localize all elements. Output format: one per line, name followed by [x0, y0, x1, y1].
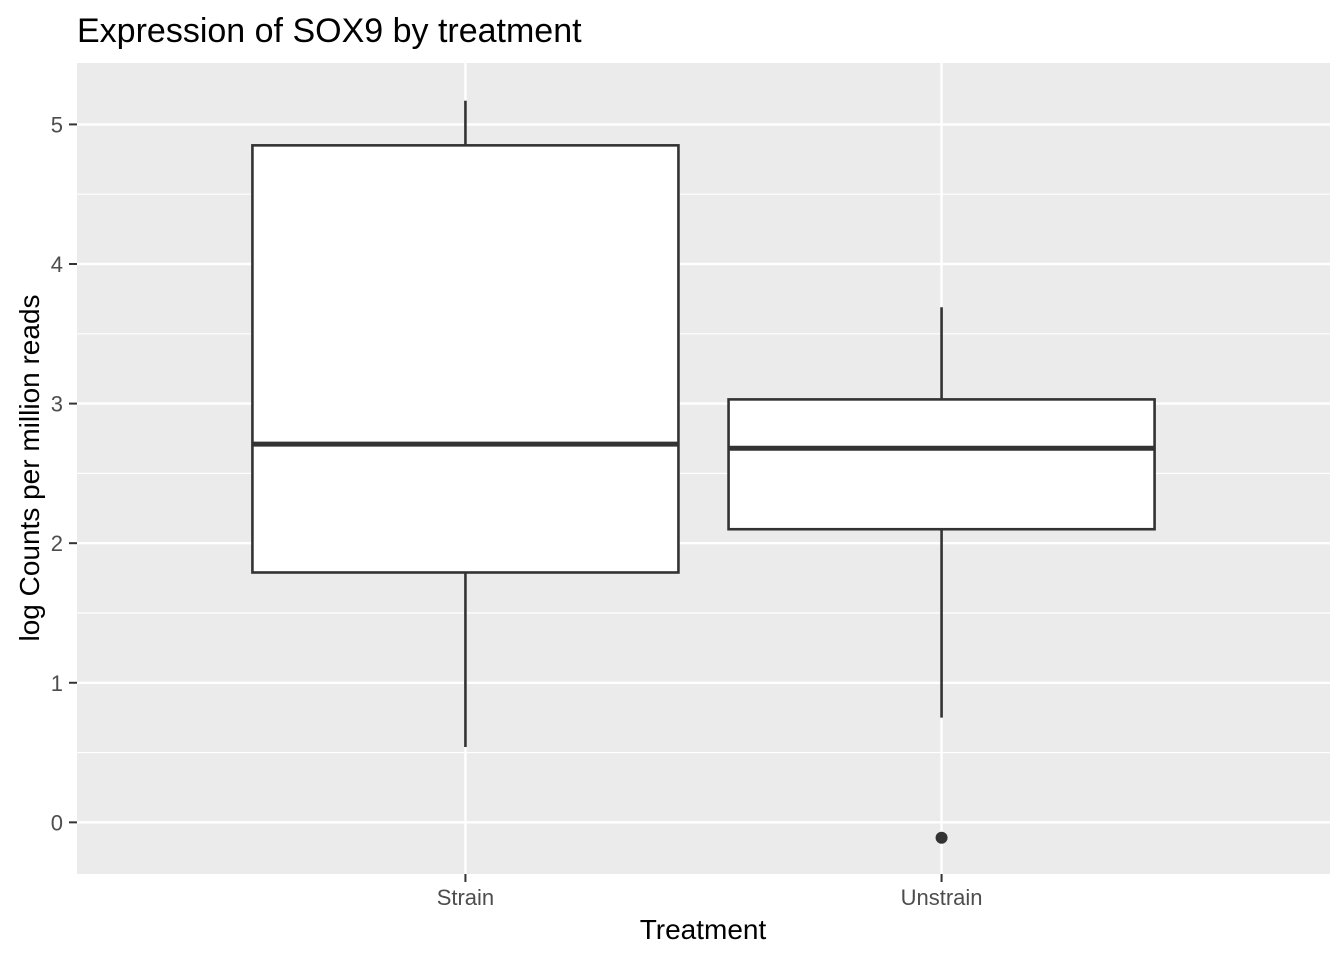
x-axis-title: Treatment	[640, 914, 767, 945]
x-tick-label: Strain	[437, 885, 494, 910]
y-tick-label: 5	[51, 112, 63, 137]
y-tick-label: 0	[51, 810, 63, 835]
x-axis: Strain Unstrain	[437, 874, 983, 910]
y-tick-label: 4	[51, 252, 63, 277]
box-unstrain	[727, 398, 1156, 531]
y-axis-title: log Counts per million reads	[14, 294, 45, 641]
y-tick-label: 2	[51, 531, 63, 556]
y-tick-label: 1	[51, 671, 63, 696]
y-tick-label: 3	[51, 392, 63, 417]
box-marks	[251, 100, 1156, 844]
x-tick-label: Unstrain	[901, 885, 983, 910]
box-strain	[251, 144, 680, 574]
chart-title: Expression of SOX9 by treatment	[77, 12, 582, 50]
outlier-point	[935, 831, 948, 844]
y-axis: 0 1 2 3 4 5	[51, 112, 77, 835]
